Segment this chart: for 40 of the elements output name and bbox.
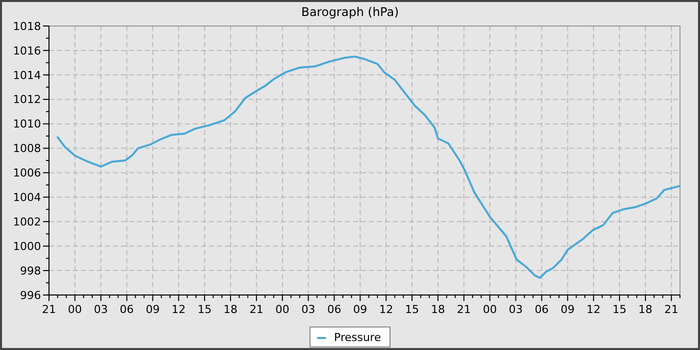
x-tick-label: 21 (664, 303, 678, 316)
x-tick-label: 03 (94, 303, 108, 316)
y-tick-label: 1012 (13, 93, 41, 106)
x-tick-label: 15 (612, 303, 626, 316)
y-tick-label: 996 (20, 288, 41, 302)
chart-title: Barograph (hPa) (301, 5, 399, 19)
x-tick-label: 00 (482, 303, 497, 316)
y-tick-label: 1000 (13, 240, 41, 253)
x-tick-label: 21 (249, 303, 264, 316)
x-tick-label: 03 (301, 303, 316, 316)
x-tick-label: 00 (68, 303, 82, 316)
y-tick-label: 1018 (13, 20, 41, 33)
x-tick-label: 09 (560, 303, 575, 316)
x-tick-label: 03 (508, 303, 523, 316)
y-tick-label: 1010 (13, 118, 41, 131)
x-tick-label: 12 (172, 303, 186, 316)
y-tick-label: 1014 (13, 68, 41, 82)
y-tick-label: 998 (20, 264, 41, 278)
y-tick-label: 1008 (13, 142, 41, 156)
x-tick-label: 21 (456, 303, 471, 316)
x-tick-label: 06 (534, 303, 549, 316)
x-tick-label: 12 (379, 303, 394, 316)
x-tick-label: 06 (327, 303, 342, 316)
x-tick-label: 09 (353, 303, 368, 316)
y-tick-label: 1004 (13, 191, 41, 204)
y-tick-label: 1002 (13, 215, 41, 228)
x-tick-label: 21 (42, 303, 56, 316)
line-series (56, 56, 680, 279)
x-tick-label: 15 (405, 303, 420, 316)
x-tick-label: 18 (430, 303, 445, 316)
y-tick-label: 1006 (13, 166, 41, 180)
y-tick-label: 1016 (13, 44, 41, 58)
x-tick-label: 15 (198, 303, 212, 316)
x-tick-label: 09 (146, 303, 160, 316)
x-tick-label: 18 (638, 303, 652, 316)
x-tick-label: 00 (275, 303, 290, 316)
x-tick-label: 06 (120, 303, 134, 316)
legend-label: Pressure (334, 330, 382, 344)
x-tick-label: 12 (586, 303, 601, 316)
x-tick-label: 18 (224, 303, 238, 316)
